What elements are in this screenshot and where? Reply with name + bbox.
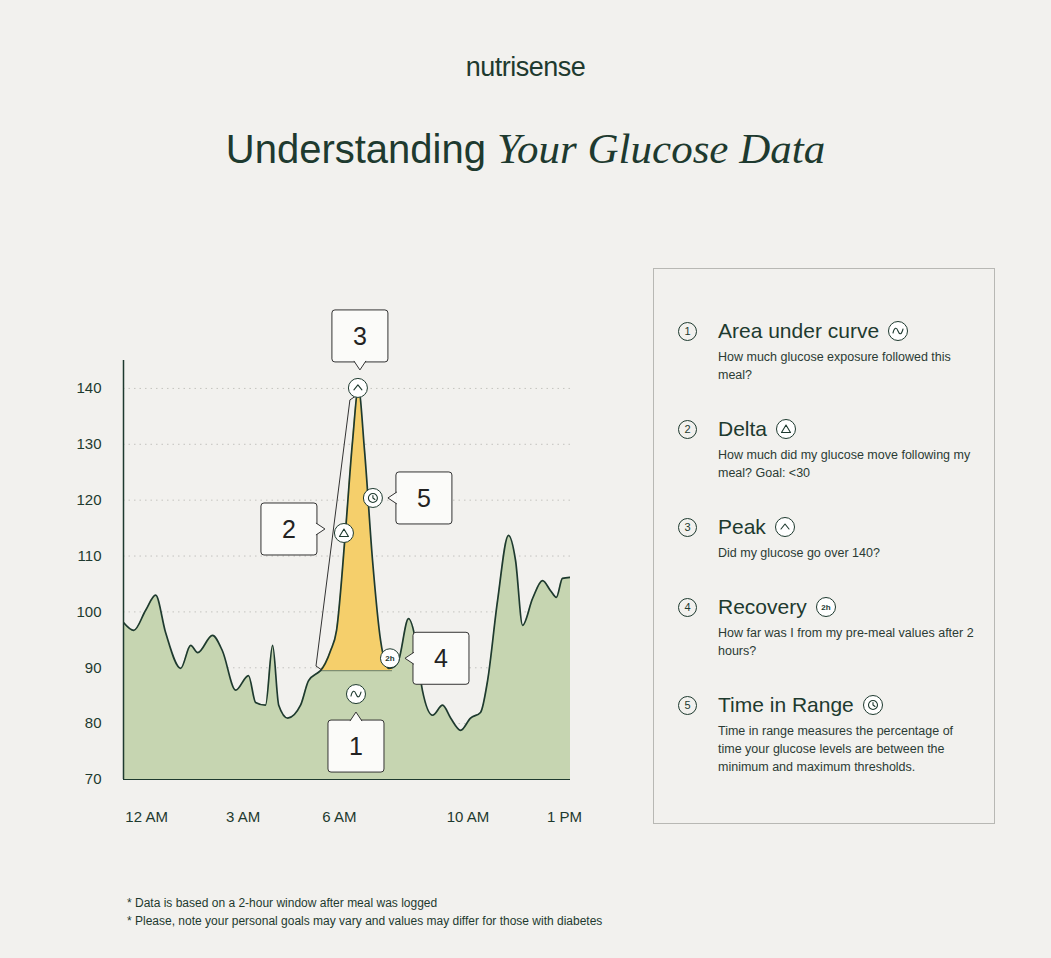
svg-text:130: 130 (76, 435, 101, 452)
svg-text:1: 1 (349, 732, 363, 760)
html-text:Time in Range: Time in Range (718, 693, 854, 716)
svg-text:80: 80 (85, 714, 102, 731)
svg-text:90: 90 (85, 659, 102, 676)
svg-text:10 AM: 10 AM (447, 808, 490, 825)
svg-text:5: 5 (417, 484, 431, 512)
html-text:How far was I from my pre-meal: How far was I from my pre-meal values af… (718, 626, 974, 658)
svg-text:3: 3 (353, 322, 367, 350)
html-text:Recovery: Recovery (718, 595, 807, 618)
svg-text:6 AM: 6 AM (322, 808, 356, 825)
html-text:Delta: Delta (718, 417, 767, 440)
html-text:1: 1 (684, 325, 691, 337)
html-text:Time in range measures the per: Time in range measures the percentage of… (718, 724, 954, 774)
svg-text:4: 4 (434, 644, 448, 672)
html-text:3: 3 (684, 521, 691, 533)
svg-text:2h: 2h (385, 654, 394, 663)
html-text:Area under curve: Area under curve (718, 319, 880, 342)
html-text:* Data is based on a 2-hour wi: * Data is based on a 2-hour window after… (127, 896, 438, 910)
svg-text:120: 120 (76, 491, 101, 508)
html-text:4: 4 (684, 601, 691, 613)
svg-text:110: 110 (78, 547, 102, 564)
svg-text:140: 140 (76, 379, 101, 396)
html-text:* Please, note your personal g: * Please, note your personal goals may v… (127, 914, 603, 928)
svg-text:70: 70 (85, 770, 102, 787)
svg-text:3 AM: 3 AM (226, 808, 260, 825)
html-text:Understanding Your Glucose Dat: Understanding Your Glucose Data (225, 125, 826, 172)
svg-text:2: 2 (282, 515, 296, 543)
html-text:nutrisense: nutrisense (465, 52, 586, 82)
html-text:5: 5 (684, 699, 691, 711)
html-text:How much glucose exposure foll: How much glucose exposure followed this … (718, 350, 951, 382)
svg-text:1 PM: 1 PM (547, 808, 582, 825)
svg-text:12 AM: 12 AM (125, 808, 168, 825)
svg-text:2h: 2h (821, 603, 830, 612)
html-text:Peak: Peak (718, 515, 766, 538)
html-text:Did my glucose go over 140?: Did my glucose go over 140? (718, 546, 880, 560)
html-text:How much did my glucose move f: How much did my glucose move following m… (718, 448, 971, 480)
html-text:2: 2 (684, 423, 691, 435)
svg-text:100: 100 (76, 603, 101, 620)
